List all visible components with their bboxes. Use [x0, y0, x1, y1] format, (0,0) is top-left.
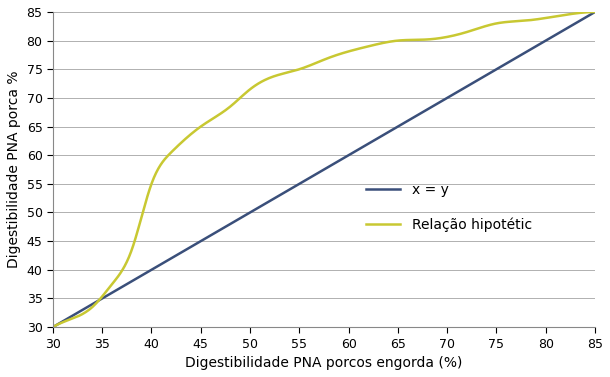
Relação hipotétic: [578, 11, 586, 15]
Relação hipotétic: [307, 63, 314, 67]
Y-axis label: Digestibilidade PNA porca %: Digestibilidade PNA porca %: [7, 71, 21, 268]
Relação hipotétic: [49, 325, 57, 329]
Line: Relação hipotétic: Relação hipotétic: [53, 12, 595, 327]
Relação hipotétic: [592, 10, 599, 14]
X-axis label: Digestibilidade PNA porcos engorda (%): Digestibilidade PNA porcos engorda (%): [185, 356, 462, 370]
Relação hipotétic: [343, 50, 350, 54]
Relação hipotétic: [310, 62, 317, 66]
Relação hipotétic: [493, 21, 501, 26]
Legend: x = y, Relação hipotétic: x = y, Relação hipotétic: [360, 177, 537, 238]
Relação hipotétic: [372, 42, 379, 47]
